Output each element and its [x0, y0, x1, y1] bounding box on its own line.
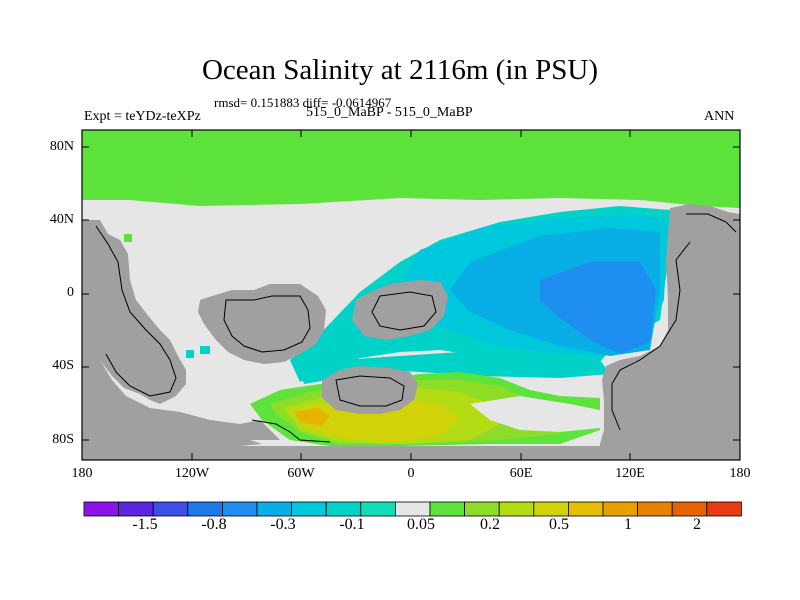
colorbar-label: -0.3	[270, 516, 296, 533]
central-landmass	[198, 284, 326, 364]
coastline-central	[223, 295, 311, 353]
southern-yellow-region	[292, 400, 460, 442]
coastline-south-west	[251, 419, 331, 443]
colorbar-swatch	[464, 501, 500, 517]
blue-region	[540, 262, 656, 354]
colorbar-swatch	[291, 501, 327, 517]
west-landmass-lower	[82, 320, 280, 440]
comparison-label: 515_0_MaBP - 515_0_MaBP	[306, 105, 473, 120]
colorbar-swatch	[256, 501, 292, 517]
colorbar-label: 0.5	[549, 516, 569, 533]
lat-label-40s: 40S	[52, 358, 74, 373]
colorbar	[83, 501, 742, 517]
colorbar-swatch	[568, 501, 604, 517]
green-spot	[124, 234, 132, 242]
southern-cyan-region	[300, 352, 610, 384]
colorbar-swatch	[637, 501, 673, 517]
colorbar-label: -0.1	[339, 516, 365, 533]
coastline-east	[611, 213, 737, 431]
coastline-south	[335, 375, 405, 407]
lat-label-80s: 80S	[52, 432, 74, 447]
colorbar-label: 1	[624, 516, 632, 533]
colorbar-swatch	[83, 501, 119, 517]
coastline-central-east	[371, 291, 437, 331]
colorbar-swatch	[325, 501, 362, 517]
colorbar-swatch	[118, 501, 154, 517]
colorbar-label: -1.5	[132, 516, 158, 533]
southern-zero-band	[470, 396, 600, 432]
lon-label-120w: 120W	[174, 466, 210, 481]
colorbar-swatch	[602, 501, 638, 517]
colorbar-label: -0.8	[201, 516, 227, 533]
colorbar-label: 2	[693, 516, 701, 533]
colorbar-swatch	[498, 501, 535, 517]
cyan-spot	[186, 350, 194, 358]
rmsd-diff-stats: rmsd= 0.151883 diff= -0.0614967	[214, 95, 392, 110]
colorbar-swatch	[671, 501, 708, 517]
lon-label-60e: 60E	[509, 466, 533, 481]
coastline-west	[95, 225, 177, 397]
east-landmass	[600, 204, 740, 460]
colorbar-swatch	[429, 501, 465, 517]
axis-ticks	[81, 130, 741, 460]
colorbar-swatch	[360, 501, 396, 517]
colorbar-label: 0.2	[480, 516, 500, 533]
colorbar-swatch	[221, 501, 258, 517]
colorbar-swatch	[394, 501, 431, 517]
lon-label-180e: 180	[729, 466, 751, 481]
lat-label-40n: 40N	[49, 212, 74, 227]
lon-label-180w: 180	[71, 466, 93, 481]
colorbar-swatch	[152, 501, 189, 517]
colorbar-swatch	[187, 501, 223, 517]
colorbar-swatch	[706, 501, 742, 517]
experiment-label: Expt = teYDz-teXPz	[84, 109, 201, 124]
southern-orange-region	[294, 408, 330, 426]
plot-title: Ocean Salinity at 2116m (in PSU)	[201, 54, 599, 86]
lon-label-60w: 60W	[287, 466, 315, 481]
cyan-spot-2	[200, 346, 210, 354]
colorbar-swatch	[533, 501, 569, 517]
season-label: ANN	[704, 109, 735, 124]
lat-label-0: 0	[67, 285, 74, 300]
lon-label-120e: 120E	[615, 466, 645, 481]
lon-label-0: 0	[407, 466, 415, 481]
lat-label-80n: 80N	[49, 139, 74, 154]
arctic-positive-region	[82, 130, 740, 208]
colorbar-label: 0.05	[407, 516, 435, 533]
